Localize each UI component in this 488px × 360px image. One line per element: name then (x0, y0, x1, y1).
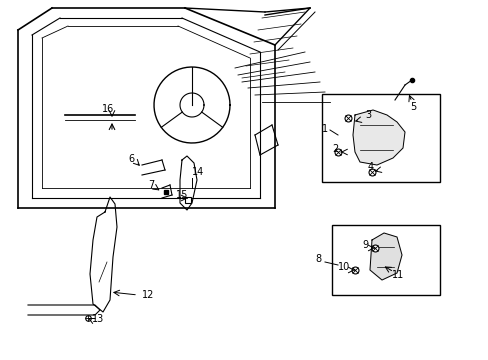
Bar (331, 225, 439, 295)
Text: 8: 8 (314, 254, 321, 264)
Text: 13: 13 (92, 314, 104, 324)
Polygon shape (369, 233, 401, 280)
Text: 6: 6 (128, 154, 134, 164)
Text: 10: 10 (337, 262, 349, 272)
Bar (321, 94, 439, 182)
Text: 12: 12 (142, 290, 154, 300)
Text: 14: 14 (192, 167, 204, 177)
Text: 9: 9 (361, 240, 367, 250)
Text: 5: 5 (409, 102, 415, 112)
Text: 2: 2 (331, 144, 338, 154)
Text: 15: 15 (176, 190, 188, 200)
Polygon shape (352, 110, 404, 165)
Text: 7: 7 (148, 180, 154, 190)
Text: 4: 4 (367, 162, 373, 172)
Text: 11: 11 (391, 270, 404, 280)
Text: 16: 16 (102, 104, 114, 114)
Text: 3: 3 (364, 110, 370, 120)
Text: 1: 1 (321, 124, 327, 134)
